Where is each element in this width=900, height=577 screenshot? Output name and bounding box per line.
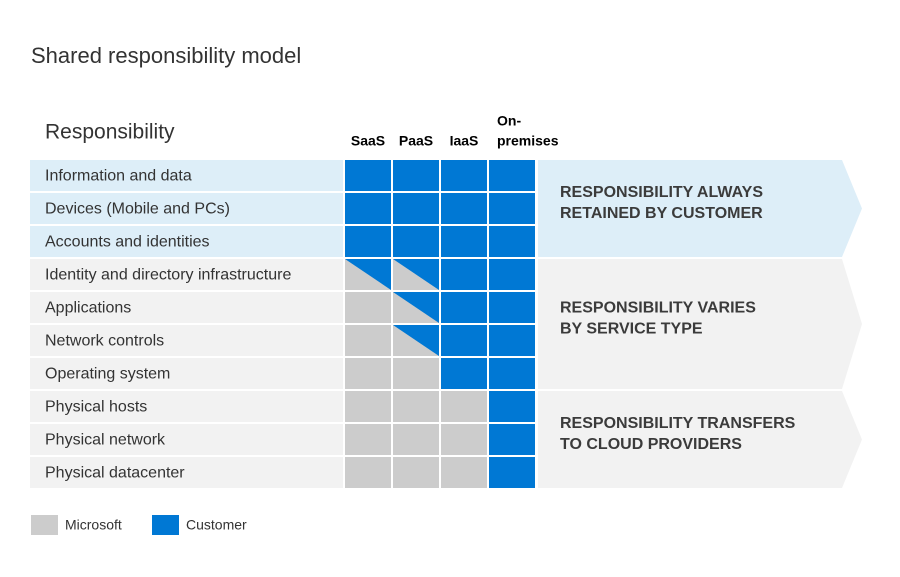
cell-customer: [489, 226, 535, 257]
row-label: Physical hosts: [45, 399, 147, 416]
cell-customer: [441, 226, 487, 257]
legend-label: Customer: [186, 517, 247, 533]
column-header: On-: [497, 113, 521, 129]
row-label: Physical network: [45, 432, 166, 449]
row-label: Operating system: [45, 366, 170, 383]
cell-customer: [345, 193, 391, 224]
cell-microsoft: [345, 424, 391, 455]
row-label: Network controls: [45, 333, 164, 350]
cell-customer-share: [393, 325, 439, 356]
cell-customer: [393, 226, 439, 257]
cell-microsoft: [345, 457, 391, 488]
row-background: [30, 226, 343, 257]
group-arrow: [538, 259, 862, 389]
cell-customer: [441, 259, 487, 290]
cell-customer-share: [345, 259, 391, 290]
group-label: RETAINED BY CUSTOMER: [560, 205, 763, 222]
row-label: Devices (Mobile and PCs): [45, 201, 230, 218]
cell-customer: [489, 424, 535, 455]
row-background: [30, 457, 343, 488]
cell-customer: [441, 325, 487, 356]
cell-microsoft: [393, 358, 439, 389]
cell-microsoft: [345, 325, 391, 356]
cell-customer-share: [393, 259, 439, 290]
title: Shared responsibility model: [31, 43, 301, 68]
cell-customer: [441, 160, 487, 191]
cell-microsoft: [441, 424, 487, 455]
cell-customer: [489, 193, 535, 224]
column-header: premises: [497, 133, 559, 149]
cell-microsoft: [345, 358, 391, 389]
row-label: Information and data: [45, 168, 192, 185]
row-background: [30, 259, 343, 290]
row-background: [30, 325, 343, 356]
row-background: [30, 292, 343, 323]
table-header: Responsibility: [45, 121, 175, 144]
cell-customer: [345, 160, 391, 191]
cell-microsoft: [393, 424, 439, 455]
cell-customer: [441, 193, 487, 224]
cell-customer: [441, 292, 487, 323]
cell-customer: [489, 292, 535, 323]
column-header: PaaS: [399, 133, 433, 149]
row-background: [30, 160, 343, 191]
cell-customer: [489, 358, 535, 389]
cell-microsoft: [441, 457, 487, 488]
cell-customer: [489, 391, 535, 422]
group-label: RESPONSIBILITY ALWAYS: [560, 184, 763, 201]
group-label: RESPONSIBILITY TRANSFERS: [560, 415, 796, 432]
cell-microsoft: [393, 391, 439, 422]
legend-label: Microsoft: [65, 517, 122, 533]
cell-customer: [345, 226, 391, 257]
row-label: Physical datacenter: [45, 465, 185, 482]
legend-swatch: [31, 515, 58, 535]
cell-customer: [393, 193, 439, 224]
row-label: Applications: [45, 300, 131, 317]
row-background: [30, 424, 343, 455]
cell-microsoft: [345, 391, 391, 422]
column-header: SaaS: [351, 133, 385, 149]
cell-customer: [441, 358, 487, 389]
cell-customer: [489, 259, 535, 290]
row-background: [30, 358, 343, 389]
cell-customer: [489, 325, 535, 356]
row-label: Accounts and identities: [45, 234, 210, 251]
group-arrow: [538, 391, 862, 488]
cell-microsoft: [345, 292, 391, 323]
cell-customer-share: [393, 292, 439, 323]
cell-customer: [489, 160, 535, 191]
row-label: Identity and directory infrastructure: [45, 267, 291, 284]
group-label: TO CLOUD PROVIDERS: [560, 436, 742, 453]
cell-microsoft: [393, 457, 439, 488]
group-label: BY SERVICE TYPE: [560, 321, 703, 338]
legend-swatch: [152, 515, 179, 535]
group-label: RESPONSIBILITY VARIES: [560, 300, 756, 317]
row-background: [30, 193, 343, 224]
cell-customer: [393, 160, 439, 191]
row-background: [30, 391, 343, 422]
cell-microsoft: [441, 391, 487, 422]
cell-customer: [489, 457, 535, 488]
column-header: IaaS: [450, 133, 479, 149]
group-arrow: [538, 160, 862, 257]
